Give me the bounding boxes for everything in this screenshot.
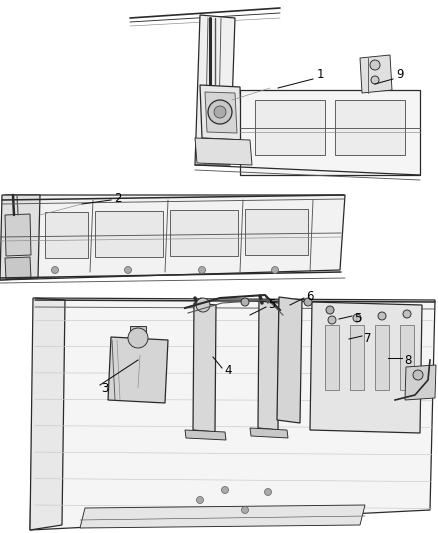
Polygon shape xyxy=(5,214,31,256)
Circle shape xyxy=(326,306,334,314)
Circle shape xyxy=(241,298,249,306)
Bar xyxy=(325,325,339,390)
Polygon shape xyxy=(200,85,242,140)
Circle shape xyxy=(124,266,131,273)
Polygon shape xyxy=(360,55,392,93)
Circle shape xyxy=(304,298,312,306)
Polygon shape xyxy=(0,195,40,280)
Circle shape xyxy=(371,76,379,84)
Text: 5: 5 xyxy=(268,298,276,311)
Text: 6: 6 xyxy=(306,289,314,303)
Polygon shape xyxy=(170,210,238,256)
Circle shape xyxy=(241,506,248,513)
Polygon shape xyxy=(195,138,252,165)
Text: 9: 9 xyxy=(396,69,404,82)
Polygon shape xyxy=(80,505,365,528)
Bar xyxy=(375,325,389,390)
Text: 7: 7 xyxy=(364,332,372,344)
Polygon shape xyxy=(108,337,168,403)
Polygon shape xyxy=(195,15,235,165)
Polygon shape xyxy=(258,301,279,430)
Circle shape xyxy=(198,266,205,273)
Circle shape xyxy=(222,487,229,494)
Polygon shape xyxy=(185,430,226,440)
Polygon shape xyxy=(193,303,216,432)
Polygon shape xyxy=(405,365,436,400)
Polygon shape xyxy=(95,211,163,257)
Circle shape xyxy=(197,497,204,504)
Polygon shape xyxy=(240,90,420,175)
Circle shape xyxy=(413,370,423,380)
Circle shape xyxy=(403,310,411,318)
Bar xyxy=(400,325,414,390)
Polygon shape xyxy=(0,195,345,280)
Circle shape xyxy=(353,314,361,322)
Polygon shape xyxy=(245,209,308,255)
Circle shape xyxy=(370,60,380,70)
Circle shape xyxy=(328,316,336,324)
Polygon shape xyxy=(310,302,422,433)
Text: 8: 8 xyxy=(404,353,412,367)
Bar xyxy=(335,100,405,155)
Circle shape xyxy=(265,489,272,496)
Circle shape xyxy=(208,100,232,124)
Circle shape xyxy=(272,266,279,273)
Text: 4: 4 xyxy=(224,364,232,376)
Text: 1: 1 xyxy=(316,69,324,82)
Circle shape xyxy=(128,328,148,348)
Polygon shape xyxy=(30,298,435,530)
Bar xyxy=(350,325,364,390)
Circle shape xyxy=(196,298,210,312)
Circle shape xyxy=(378,312,386,320)
Polygon shape xyxy=(5,257,31,279)
Polygon shape xyxy=(205,92,237,133)
Bar xyxy=(130,326,146,338)
Text: 2: 2 xyxy=(114,191,122,205)
Text: 5: 5 xyxy=(354,311,362,325)
Circle shape xyxy=(52,266,59,273)
Circle shape xyxy=(214,106,226,118)
Polygon shape xyxy=(250,428,288,438)
Polygon shape xyxy=(45,212,88,258)
Text: 3: 3 xyxy=(101,382,109,394)
Polygon shape xyxy=(277,297,302,423)
Polygon shape xyxy=(30,298,65,530)
Bar xyxy=(255,100,325,155)
